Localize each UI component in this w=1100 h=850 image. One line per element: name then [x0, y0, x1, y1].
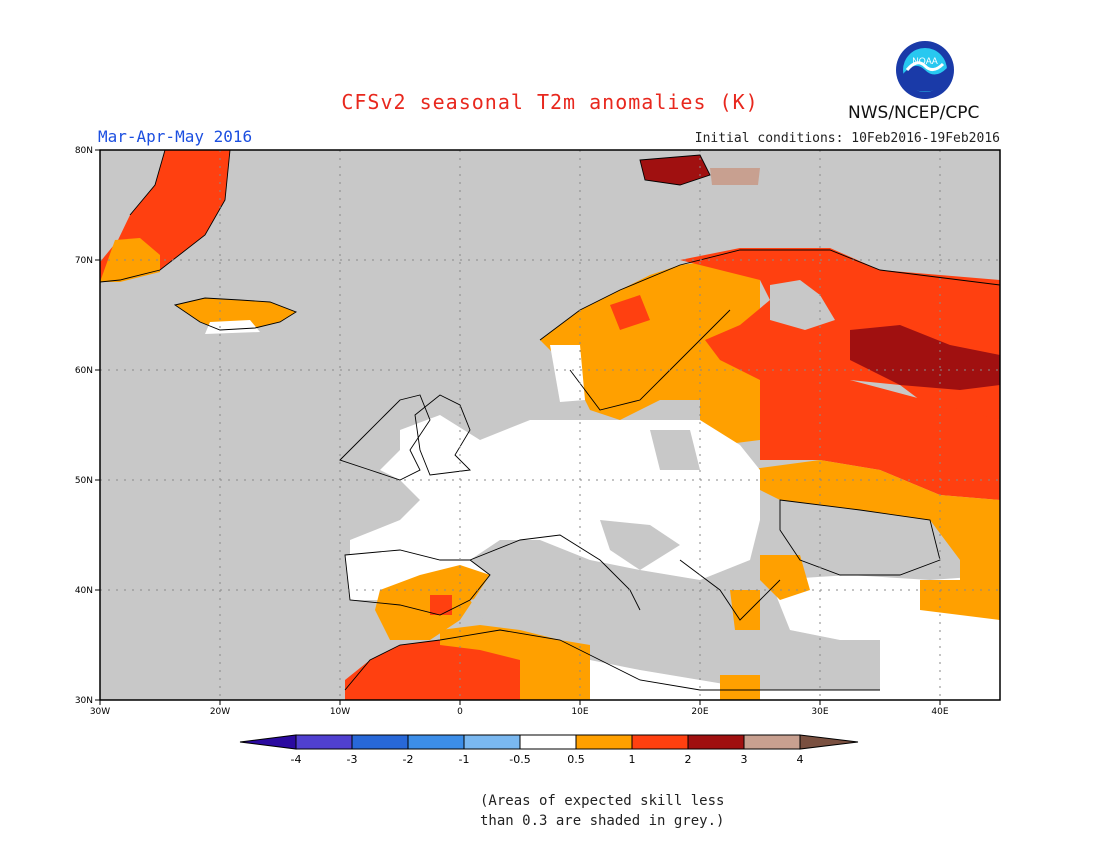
alps-grey — [600, 520, 680, 570]
iceland-white — [205, 320, 260, 334]
lon-label: 30W — [90, 707, 110, 717]
scandinavia-red-strip — [610, 295, 650, 330]
skill-note-line1: (Areas of expected skill less — [480, 793, 725, 809]
russia-south-orange — [745, 460, 1000, 560]
lon-label: 40E — [931, 707, 948, 717]
mediterranean-grey — [470, 575, 880, 700]
greenland-south — [100, 238, 160, 282]
north-africa-red — [345, 640, 520, 700]
greece-orange — [730, 590, 760, 630]
europe-grey-patch — [650, 430, 700, 470]
skill-note: (Areas of expected skill less than 0.3 a… — [480, 791, 724, 831]
colorbar-segment — [295, 734, 353, 750]
logo-text: NOAA — [912, 56, 938, 66]
north-africa-orange — [440, 625, 590, 700]
skill-note-line2: than 0.3 are shaded in grey.) — [480, 813, 725, 829]
map-frame — [99, 149, 1001, 701]
colorbar-segment — [463, 734, 521, 750]
colorbar-tick: -1 — [459, 753, 470, 766]
finland-grey — [770, 280, 835, 330]
colorbar-tick: -2 — [403, 753, 414, 766]
chart-title: CFSv2 seasonal T2m anomalies (K) — [341, 90, 759, 114]
coastlines — [100, 150, 1000, 691]
colorbar-arrow-right — [799, 734, 859, 750]
colorbar-tick: -4 — [291, 753, 302, 766]
lon-label: 0 — [457, 707, 463, 717]
colorbar-tick: -0.5 — [509, 753, 530, 766]
lon-label: 10E — [571, 707, 588, 717]
colorbar-segment — [687, 734, 745, 750]
colorbar-segment — [631, 734, 689, 750]
lat-label: 60N — [75, 366, 93, 376]
colorbar-segment — [407, 734, 465, 750]
balkans-orange — [760, 555, 810, 600]
season-label: Mar-Apr-May 2016 — [98, 127, 253, 146]
colorbar-segment — [575, 734, 633, 750]
lon-label: 20W — [210, 707, 230, 717]
lat-label: 80N — [75, 146, 93, 156]
grid-lines — [100, 150, 1000, 700]
colorbar-segment — [743, 734, 801, 750]
africa-orange-patch — [720, 675, 760, 700]
colorbar-segment — [351, 734, 409, 750]
middle-east-white — [880, 620, 1000, 700]
iberia-red — [430, 595, 452, 615]
colorbar-arrow-left — [239, 734, 297, 750]
colorbar-tick: 2 — [685, 753, 692, 766]
noaa-logo-icon: NOAA — [896, 41, 954, 99]
svalbard-tan — [710, 168, 760, 185]
iceland-region — [175, 298, 296, 330]
baltics-orange — [700, 380, 760, 445]
svalbard-region — [640, 155, 710, 185]
initial-conditions-label: Initial conditions: 10Feb2016-19Feb2016 — [694, 131, 1000, 146]
scandinavia-white — [550, 345, 585, 402]
lon-label: 20E — [691, 707, 708, 717]
colorbar-tick: -3 — [347, 753, 358, 766]
north-darkred — [850, 325, 1000, 390]
lat-label: 70N — [75, 256, 93, 266]
colorbar — [239, 734, 859, 750]
colorbar-tick: 0.5 — [567, 753, 585, 766]
org-label: NWS/NCEP/CPC — [848, 103, 980, 123]
lat-label: 40N — [75, 586, 93, 596]
lon-label: 10W — [330, 707, 350, 717]
colorbar-segment — [519, 734, 577, 750]
colorbar-tick: 4 — [797, 753, 804, 766]
lat-label: 50N — [75, 476, 93, 486]
lat-label: 30N — [75, 696, 93, 706]
lon-label: 30E — [811, 707, 828, 717]
colorbar-tick: 1 — [629, 753, 636, 766]
scandinavia-orange — [540, 260, 760, 420]
colorbar-tick: 3 — [741, 753, 748, 766]
